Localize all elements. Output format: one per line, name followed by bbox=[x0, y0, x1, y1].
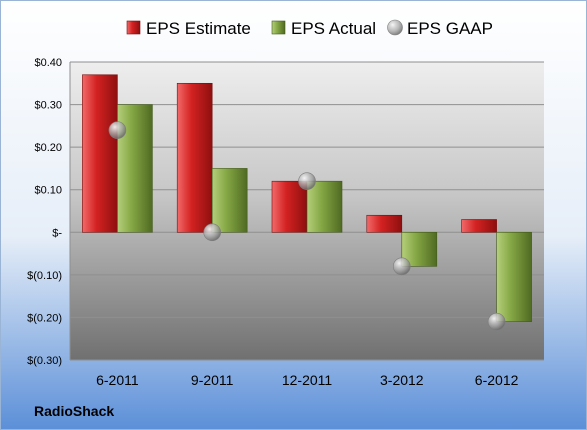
actual-bar-9-2011 bbox=[211, 168, 248, 233]
gaap-point-12-2011 bbox=[298, 172, 316, 190]
legend-label: EPS GAAP bbox=[407, 19, 493, 38]
y-tick-label: $0.10 bbox=[34, 185, 62, 197]
gaap-point-3-2012 bbox=[392, 257, 411, 276]
legend-swatch-eps-gaap bbox=[387, 19, 403, 36]
y-tick-label: $0.20 bbox=[34, 142, 62, 154]
estimate-bar-9-2011 bbox=[176, 82, 213, 233]
company-name: RadioShack bbox=[34, 403, 114, 419]
gaap-point-9-2011 bbox=[203, 223, 221, 242]
estimate-bar-12-2011 bbox=[271, 180, 308, 233]
gaap-points bbox=[108, 121, 506, 331]
actual-bar-6-2012 bbox=[496, 231, 532, 322]
x-tick-label: 12-2011 bbox=[282, 372, 333, 388]
estimate-bar-6-2011 bbox=[82, 74, 118, 233]
legend-swatch-eps-actual bbox=[271, 20, 286, 35]
legend: EPS Estimate EPS Actual EPS GAAP bbox=[126, 19, 493, 38]
y-tick-label: $0.40 bbox=[34, 57, 62, 69]
estimate-bar-6-2012 bbox=[461, 219, 497, 233]
y-tick-label: $0.30 bbox=[34, 100, 62, 112]
legend-label: EPS Estimate bbox=[146, 19, 251, 38]
x-tick-label: 6-2012 bbox=[475, 372, 519, 388]
legend-label: EPS Actual bbox=[291, 19, 376, 38]
y-tick-label: $- bbox=[52, 227, 62, 239]
legend-swatch-eps-estimate bbox=[126, 20, 141, 35]
x-tick-label: 9-2011 bbox=[191, 372, 234, 388]
y-tick-label: $(0.10) bbox=[27, 270, 62, 282]
x-tick-label: 3-2012 bbox=[380, 372, 424, 388]
estimate-bar-3-2012 bbox=[366, 214, 403, 233]
x-axis-ticks: 6-2011 9-2011 12-2011 3-2012 6-2012 bbox=[96, 372, 518, 388]
y-axis-ticks: $0.40 $0.30 $0.20 $0.10 $- $(0.10) $(0.20) $(0.… bbox=[27, 57, 62, 367]
x-tick-label: 6-2011 bbox=[96, 372, 139, 388]
gaap-point-6-2012 bbox=[487, 312, 506, 331]
bars bbox=[82, 74, 532, 322]
y-tick-label: $(0.20) bbox=[27, 312, 62, 324]
gaap-point-6-2011 bbox=[108, 121, 127, 139]
y-tick-label: $(0.30) bbox=[27, 355, 62, 367]
actual-bar-12-2011 bbox=[306, 180, 343, 233]
